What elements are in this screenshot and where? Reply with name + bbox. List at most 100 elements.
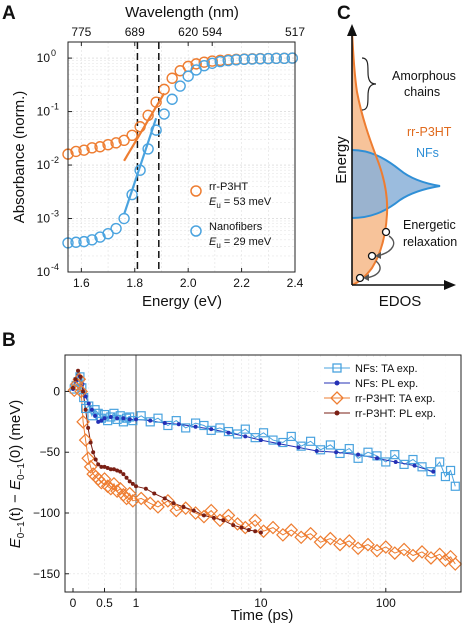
- point-b-2-4: [76, 414, 90, 429]
- panel-c-x-axis-label: EDOS: [379, 293, 422, 310]
- point-b-3-24: [152, 491, 157, 496]
- legend-label-nfs-pl: NFs: PL exp.: [355, 378, 418, 390]
- y-tick-label: 10: [37, 158, 51, 172]
- panel-b: B 0 0.5 1 10 100 0 −50 −100 −150 Time (ps) E0−1…: [2, 330, 463, 624]
- top-tick-label: 594: [202, 25, 222, 39]
- panel-a-data-points: [62, 52, 299, 249]
- point-b-3-8: [91, 450, 96, 455]
- point-a-0-4: [94, 141, 106, 153]
- point-b-1-7: [93, 413, 98, 418]
- point-b-3-4: [81, 389, 86, 394]
- legend-marker-nfs-ta: [332, 363, 342, 373]
- point-b-2-33: [230, 517, 245, 531]
- y-tick-label: −100: [33, 506, 60, 520]
- point-b-0-47: [363, 447, 373, 457]
- point-b-2-49: [378, 540, 393, 554]
- point-a-1-11: [150, 124, 162, 136]
- point-b-3-3: [78, 374, 83, 379]
- point-a-1-18: [206, 57, 218, 69]
- point-a-1-1: [70, 236, 82, 248]
- legend-label-p3ht-ta: rr-P3HT: TA exp.: [355, 393, 435, 405]
- top-tick-label: 775: [71, 25, 91, 39]
- point-b-1-10: [102, 416, 107, 421]
- point-a-0-13: [166, 72, 178, 84]
- point-b-0-5: [79, 392, 89, 403]
- point-b-3-32: [231, 523, 236, 528]
- x-tick-label: 2.2: [233, 276, 250, 290]
- point-a-1-23: [246, 53, 258, 65]
- point-b-3-2: [76, 368, 81, 373]
- legend-eu-rr-p3ht: Eu = 53 meV: [209, 196, 272, 210]
- panel-a-top-ticks: 775 689 620 594 517: [71, 25, 305, 46]
- point-b-0-52: [408, 454, 418, 465]
- panel-a-legend: rr-P3HT Eu = 53 meV Nanofibers Eu = 29 m…: [190, 181, 272, 250]
- panel-b-data-points: [67, 368, 463, 571]
- point-a-1-5: [102, 228, 114, 240]
- panel-c: C Energy EDOS Amorphous chains rr-P3HT N…: [333, 3, 457, 310]
- point-a-0-5: [102, 139, 114, 151]
- point-a-0-10: [142, 109, 154, 122]
- y-tick-label: 10: [37, 265, 51, 279]
- point-b-2-2: [72, 372, 87, 387]
- point-b-1-4: [83, 394, 88, 399]
- point-b-2-43: [323, 531, 338, 546]
- point-b-2-28: [188, 506, 203, 520]
- panel-a-letter: A: [2, 3, 16, 24]
- x-tick-label: 2.4: [287, 276, 304, 290]
- point-b-1-11: [108, 414, 113, 419]
- point-a-1-14: [174, 80, 186, 92]
- point-b-2-21: [126, 493, 140, 508]
- legend-marker-p3ht-ta: [330, 391, 344, 405]
- point-b-1-6: [89, 407, 94, 412]
- point-b-1-27: [334, 450, 339, 455]
- x-tick-label: 1.8: [126, 276, 143, 290]
- point-b-3-11: [99, 464, 104, 469]
- point-b-1-9: [99, 418, 104, 423]
- point-b-2-11: [94, 475, 109, 490]
- point-b-0-55: [435, 457, 445, 467]
- y-tick-label: −50: [40, 445, 61, 459]
- panel-b-y-axis-label: E0−1(t) − E0−1(0) (meV): [7, 400, 27, 549]
- legend-marker-rr-p3ht: [190, 185, 202, 197]
- point-b-3-36: [258, 530, 263, 535]
- point-b-3-17: [118, 469, 123, 474]
- point-b-3-16: [115, 468, 120, 473]
- point-b-0-43: [325, 440, 335, 450]
- point-b-1-22: [243, 434, 248, 439]
- point-b-1-31: [412, 463, 417, 468]
- point-b-2-38: [276, 528, 290, 542]
- panel-b-y-ticks: 0 −50 −100 −150: [33, 384, 69, 581]
- point-a-0-11: [150, 96, 162, 108]
- point-b-2-3: [74, 384, 89, 399]
- point-b-2-7: [83, 459, 98, 474]
- point-b-1-14: [127, 417, 132, 422]
- fit-line-0: [123, 92, 166, 162]
- point-b-1-25: [296, 445, 301, 450]
- point-b-0-10: [93, 408, 103, 418]
- point-b-0-35: [250, 433, 260, 443]
- point-b-2-45: [342, 534, 357, 548]
- point-a-1-20: [222, 54, 234, 67]
- point-b-1-24: [277, 441, 282, 446]
- panel-b-letter: B: [2, 330, 16, 351]
- legend-label-rr-p3ht: rr-P3HT: [209, 181, 248, 193]
- point-b-0-17: [115, 411, 125, 421]
- point-b-3-6: [86, 425, 91, 430]
- point-a-0-12: [158, 83, 170, 96]
- point-b-3-28: [191, 508, 196, 513]
- point-a-0-1: [70, 145, 82, 158]
- point-a-1-12: [158, 108, 170, 120]
- point-b-3-34: [246, 528, 251, 533]
- point-a-0-2: [78, 144, 90, 156]
- y-tick-exponent: -4: [51, 262, 59, 272]
- point-b-3-1: [73, 377, 78, 382]
- panel-a-plot-frame: [67, 41, 296, 273]
- point-b-0-25: [163, 420, 173, 431]
- point-b-2-44: [333, 537, 347, 552]
- point-b-2-51: [397, 542, 411, 557]
- x-tick-label: 10: [254, 596, 268, 610]
- panel-a-top-axis-label: Wavelength (nm): [125, 4, 239, 21]
- point-b-2-58: [448, 557, 463, 571]
- point-b-0-53: [417, 462, 427, 472]
- point-b-1-8: [96, 419, 101, 424]
